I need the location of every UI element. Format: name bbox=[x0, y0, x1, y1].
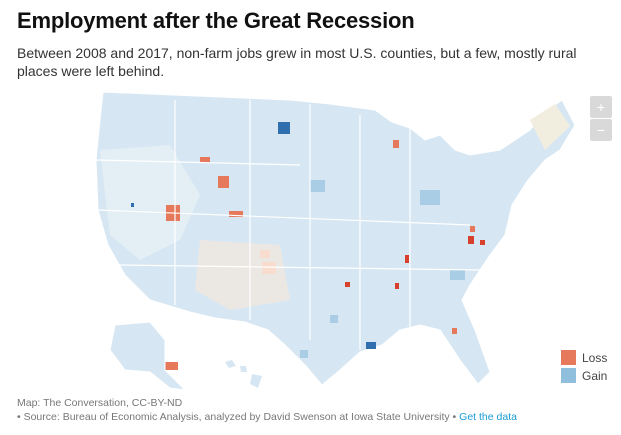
footer: Map: The Conversation, CC-BY-ND • Source… bbox=[17, 396, 517, 424]
county-patch bbox=[260, 250, 270, 258]
county-patch bbox=[393, 140, 399, 148]
county-patch bbox=[160, 362, 178, 370]
hawaii bbox=[225, 360, 262, 388]
state-border bbox=[119, 264, 481, 271]
county-patch bbox=[262, 262, 276, 274]
credit: Map: The Conversation, CC-BY-ND bbox=[17, 397, 183, 409]
contiguous-us bbox=[95, 91, 576, 386]
county-patch bbox=[218, 176, 229, 188]
county-patch bbox=[278, 122, 290, 134]
county-patch bbox=[345, 282, 350, 287]
legend-item-loss: Loss bbox=[561, 350, 607, 365]
zoom-in-button[interactable]: + bbox=[590, 96, 612, 118]
county-patch bbox=[420, 190, 440, 205]
county-patch bbox=[405, 255, 409, 263]
county-patch bbox=[452, 328, 457, 334]
county-patch bbox=[366, 342, 376, 349]
county-patch bbox=[300, 350, 308, 358]
county-patch bbox=[131, 203, 134, 207]
alaska bbox=[109, 321, 187, 391]
page-title: Employment after the Great Recession bbox=[17, 8, 415, 33]
lower-48-outline bbox=[95, 91, 576, 386]
gain-swatch bbox=[561, 368, 576, 383]
legend-item-gain: Gain bbox=[561, 368, 607, 383]
county-patch bbox=[330, 315, 338, 323]
source: • Source: Bureau of Economic Analysis, a… bbox=[17, 411, 457, 423]
zoom-out-button[interactable]: − bbox=[590, 119, 612, 141]
county-patch bbox=[200, 157, 210, 163]
county-patch bbox=[480, 240, 485, 245]
county-patch bbox=[229, 211, 243, 217]
legend: Loss Gain bbox=[561, 350, 607, 386]
us-county-map[interactable] bbox=[0, 85, 621, 395]
get-data-link[interactable]: Get the data bbox=[459, 411, 517, 423]
county-patch bbox=[470, 226, 475, 232]
state-border bbox=[95, 159, 301, 166]
county-patch bbox=[395, 283, 399, 289]
county-patch bbox=[468, 236, 474, 244]
subtitle: Between 2008 and 2017, non-farm jobs gre… bbox=[17, 45, 577, 79]
loss-swatch bbox=[561, 350, 576, 365]
county-patch bbox=[310, 180, 325, 192]
neutral-northeast bbox=[530, 104, 570, 150]
county-patch bbox=[450, 270, 465, 280]
state-border bbox=[97, 209, 471, 226]
county-patches bbox=[95, 100, 485, 370]
